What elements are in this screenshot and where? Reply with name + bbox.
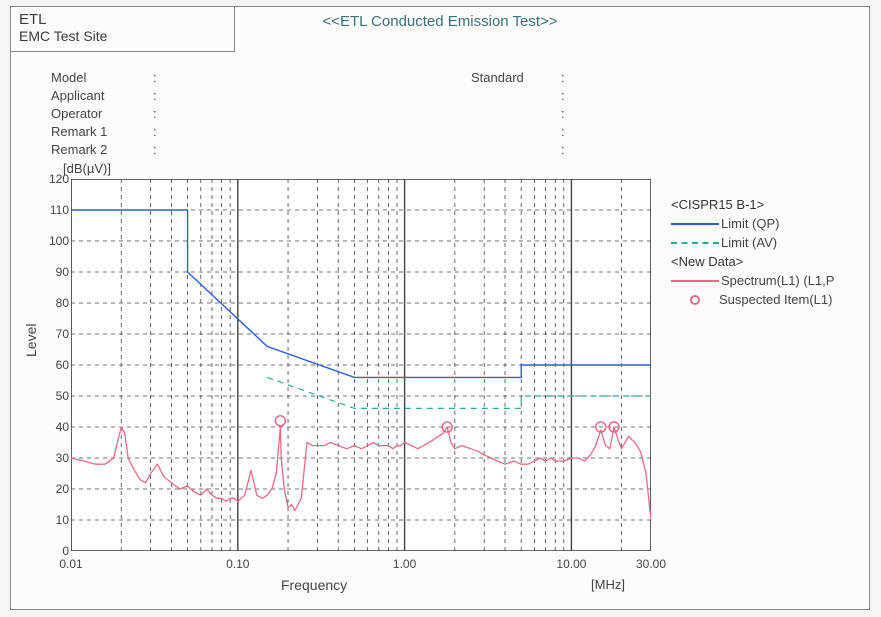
- report-title: <<ETL Conducted Emission Test>>: [11, 13, 869, 30]
- meta-right: Standard:::::: [471, 69, 575, 159]
- legend-group-2: <New Data>: [671, 252, 871, 271]
- legend-item-spectrum: Spectrum(L1) (L1,P: [671, 271, 871, 290]
- legend-label-spectrum: Spectrum(L1) (L1,P: [721, 271, 834, 290]
- legend-group-1: <CISPR15 B-1>: [671, 195, 871, 214]
- x-unit-label: [MHz]: [591, 577, 625, 592]
- x-axis-label: Frequency: [281, 577, 347, 593]
- meta-left: Model:Applicant:Operator:Remark 1:Remark…: [51, 69, 167, 159]
- y-axis-label: Level: [23, 324, 39, 357]
- legend-swatch-qp: [671, 223, 719, 225]
- legend-swatch-spectrum: [671, 280, 719, 282]
- legend-item-suspected: Suspected Item(L1): [671, 290, 871, 309]
- legend-item-av: Limit (AV): [671, 233, 871, 252]
- legend-label-qp: Limit (QP): [721, 214, 780, 233]
- document-frame: ETL EMC Test Site <<ETL Conducted Emissi…: [10, 6, 870, 610]
- legend: <CISPR15 B-1> Limit (QP) Limit (AV) <New…: [671, 195, 871, 309]
- chart-svg: [71, 179, 651, 551]
- legend-label-av: Limit (AV): [721, 233, 777, 252]
- legend-swatch-av: [671, 242, 719, 244]
- y-unit-label: [dB(µV)]: [63, 161, 111, 176]
- legend-item-qp: Limit (QP): [671, 214, 871, 233]
- chart-area: [71, 179, 651, 551]
- site-name: EMC Test Site: [19, 28, 226, 44]
- legend-marker-suspected: [690, 295, 700, 305]
- legend-label-suspected: Suspected Item(L1): [719, 290, 832, 309]
